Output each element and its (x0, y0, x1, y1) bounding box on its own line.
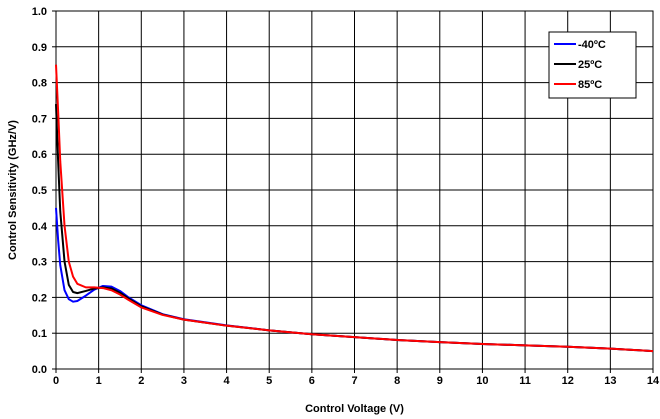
y-tick-label: 0.5 (32, 185, 47, 197)
x-tick-label: 13 (604, 375, 616, 387)
y-axis-ticks: 0.0 0.1 0.2 0.3 0.4 0.5 0.6 0.7 0.8 0.9 1.0 (32, 6, 56, 376)
legend-label-1: 25ºC (578, 59, 602, 71)
legend: -40ºC 25ºC 85ºC (548, 31, 637, 99)
legend-label-2: 85ºC (578, 79, 602, 91)
legend-label-0: -40ºC (578, 39, 606, 51)
x-tick-label: 14 (647, 375, 660, 387)
x-tick-label: 12 (562, 375, 574, 387)
y-tick-label: 0.8 (32, 78, 47, 90)
x-tick-label: 9 (437, 375, 443, 387)
x-tick-label: 1 (96, 375, 102, 387)
x-tick-label: 8 (394, 375, 400, 387)
x-axis-ticks: 0 1 2 3 4 5 6 7 8 9 10 11 12 13 14 (53, 369, 660, 387)
x-tick-label: 3 (181, 375, 187, 387)
x-tick-label: 6 (309, 375, 315, 387)
y-tick-label: 0.7 (32, 113, 47, 125)
x-tick-label: 4 (224, 375, 231, 387)
y-tick-label: 0.4 (32, 221, 48, 233)
x-axis-title: Control Voltage (V) (305, 403, 404, 415)
y-tick-label: 0.6 (32, 149, 47, 161)
y-tick-label: 0.2 (32, 292, 47, 304)
y-tick-label: 0.3 (32, 257, 47, 269)
gridlines (56, 11, 653, 369)
x-tick-label: 5 (266, 375, 272, 387)
x-tick-label: 7 (351, 375, 357, 387)
x-tick-label: 0 (53, 375, 59, 387)
series-line-2 (55, 64, 654, 353)
x-tick-label: 11 (519, 375, 531, 387)
y-tick-label: 1.0 (32, 6, 47, 18)
x-tick-label: 2 (138, 375, 144, 387)
y-axis-title: Control Sensitivity (GHz/V) (7, 120, 19, 260)
y-tick-label: 0.0 (32, 364, 47, 376)
y-tick-label: 0.9 (32, 42, 47, 54)
series-lines (55, 64, 654, 353)
x-tick-label: 10 (476, 375, 488, 387)
y-tick-label: 0.1 (32, 328, 47, 340)
